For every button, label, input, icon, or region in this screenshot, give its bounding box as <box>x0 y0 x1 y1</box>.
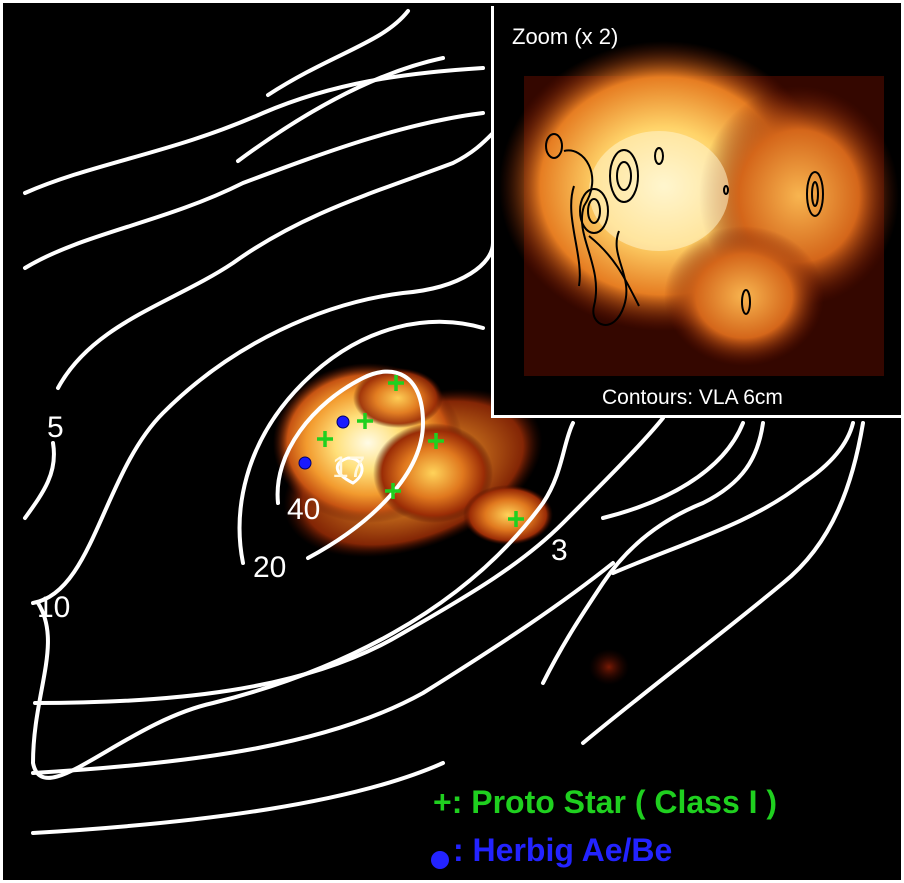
proto-star-markers <box>317 375 524 527</box>
contour-label: 10 <box>37 591 71 624</box>
proto-star-marker <box>385 483 401 499</box>
emission-region <box>273 363 629 685</box>
vla-contours <box>545 133 824 326</box>
legend-herbig: : Herbig Ae/Be <box>431 834 672 869</box>
zoom-inset-title: Zoom (x 2) <box>512 24 619 49</box>
legend-herbig-label: : Herbig Ae/Be <box>453 832 673 868</box>
zoom-inset-caption: Contours: VLA 6cm <box>602 386 783 409</box>
contour-label: 17 <box>332 451 366 484</box>
proto-star-marker <box>388 375 404 391</box>
herbig-dot-icon <box>431 851 449 869</box>
contour-label: 3 <box>551 534 568 567</box>
contour-label: 40 <box>287 493 321 526</box>
contour-label: 20 <box>253 551 287 584</box>
legend-proto-star: +: Proto Star ( Class I ) <box>433 786 777 818</box>
herbig-marker <box>298 456 312 470</box>
zoom-inset-image <box>499 41 899 376</box>
proto-star-marker <box>357 413 373 429</box>
herbig-marker <box>336 415 350 429</box>
proto-star-marker <box>317 431 333 447</box>
main-map <box>23 9 865 835</box>
legend-proto-star-label: : Proto Star ( Class I ) <box>451 784 778 820</box>
herbig-markers <box>298 415 350 470</box>
proto-star-marker <box>508 511 524 527</box>
proto-star-symbol: + <box>433 784 452 820</box>
contour-lines <box>23 9 865 835</box>
contour-label: 5 <box>47 411 64 444</box>
proto-star-marker <box>428 433 444 449</box>
zoom-inset: Zoom (x 2) Contours: VLA 6cm <box>491 6 901 418</box>
